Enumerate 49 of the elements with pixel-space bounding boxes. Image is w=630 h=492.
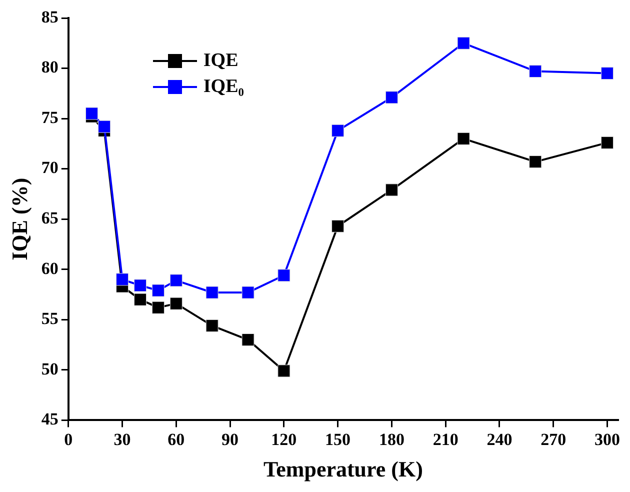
point <box>457 36 470 50</box>
point <box>600 67 614 80</box>
y-tick-label: 85 <box>41 7 58 26</box>
x-tick-label: 90 <box>222 430 239 449</box>
point <box>529 65 542 78</box>
point <box>529 156 542 168</box>
point <box>170 297 182 310</box>
point <box>242 334 254 346</box>
point <box>332 220 344 232</box>
point <box>152 284 164 297</box>
point <box>98 120 111 133</box>
y-tick-label: 45 <box>41 410 58 429</box>
x-tick-label: 60 <box>168 430 185 449</box>
point <box>385 91 398 104</box>
point <box>457 132 470 145</box>
x-tick-label: 120 <box>271 430 297 449</box>
x-tick-label: 180 <box>378 430 404 449</box>
x-tick-label: 300 <box>594 430 620 449</box>
point <box>278 269 290 282</box>
y-tick-label: 60 <box>41 258 58 278</box>
point <box>116 273 129 286</box>
legend-label: IQE₀ <box>203 76 244 98</box>
point <box>134 293 147 306</box>
point <box>385 184 398 196</box>
point <box>206 319 218 332</box>
point <box>242 286 254 299</box>
point <box>152 301 164 314</box>
x-tick-label: 30 <box>114 430 131 449</box>
x-tick-label: 210 <box>432 430 458 449</box>
y-tick-label: 55 <box>41 309 58 328</box>
y-tick-label: 50 <box>41 359 58 378</box>
point <box>134 279 147 292</box>
point <box>85 107 98 120</box>
point <box>278 364 290 378</box>
y-axis-title: IQE (%) <box>6 178 32 260</box>
point <box>206 286 218 299</box>
point <box>332 124 344 137</box>
y-tick-label: 80 <box>41 58 58 77</box>
point <box>170 274 182 287</box>
point <box>600 136 614 149</box>
x-axis-title: Temperature (K) <box>263 456 423 482</box>
y-tick-label: 70 <box>41 158 58 178</box>
x-tick-label: 270 <box>540 430 566 449</box>
x-tick-label: 240 <box>486 430 512 449</box>
x-tick-label: 150 <box>325 430 351 449</box>
x-tick-label: 0 <box>64 430 73 449</box>
y-tick-label: 65 <box>41 208 58 228</box>
y-tick-label: 75 <box>41 108 58 127</box>
legend-label: IQE <box>203 50 238 72</box>
